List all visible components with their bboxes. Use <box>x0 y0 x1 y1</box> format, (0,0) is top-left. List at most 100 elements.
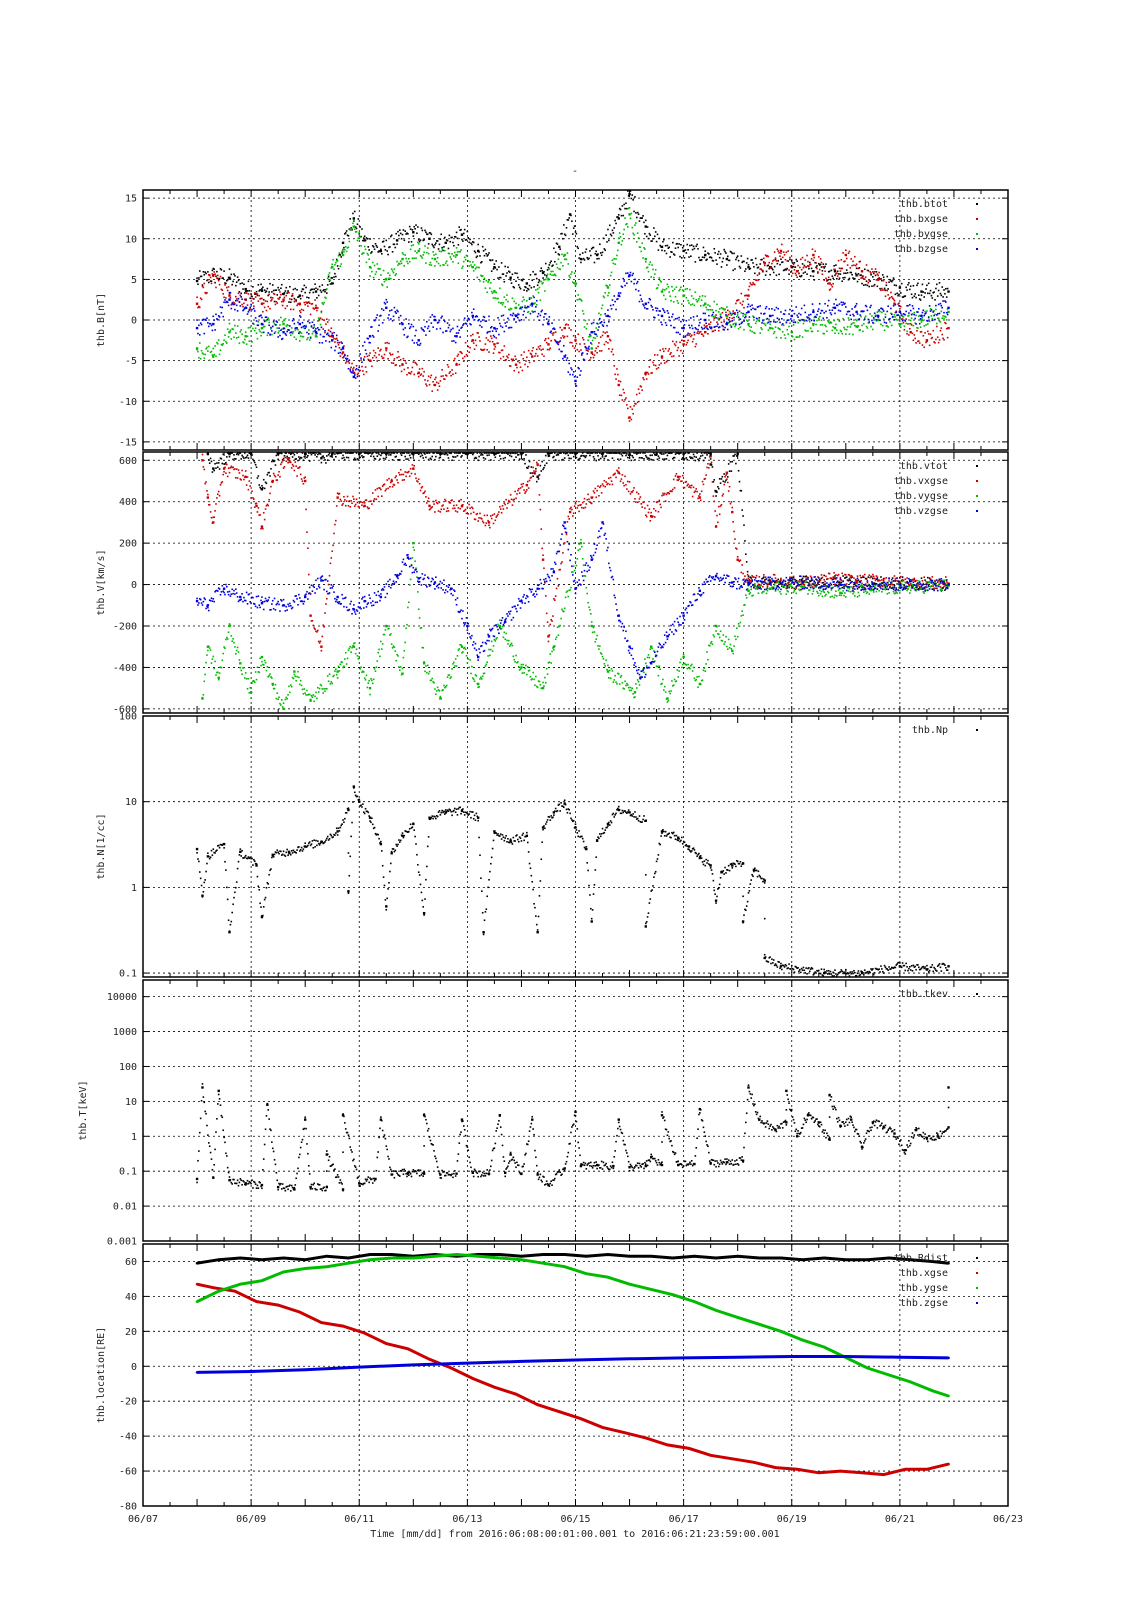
data-point <box>773 581 776 584</box>
data-point <box>931 317 934 320</box>
data-point <box>526 356 528 359</box>
data-point <box>501 452 504 454</box>
data-point <box>536 288 539 290</box>
data-point <box>707 328 709 331</box>
data-point <box>619 380 622 383</box>
data-point <box>376 455 379 457</box>
data-point <box>859 580 862 583</box>
data-point <box>709 327 712 330</box>
data-point <box>440 317 443 319</box>
data-point <box>944 292 946 295</box>
data-point <box>321 455 324 458</box>
data-point <box>260 487 262 490</box>
data-point <box>390 479 393 483</box>
data-point <box>480 261 482 264</box>
data-point <box>824 270 826 273</box>
data-point <box>834 575 836 577</box>
data-point <box>941 333 944 336</box>
data-point <box>388 477 390 480</box>
data-point <box>240 296 243 298</box>
data-point <box>647 237 650 240</box>
data-point <box>882 279 885 282</box>
data-point <box>831 309 834 311</box>
data-point <box>352 495 354 498</box>
data-point <box>344 362 347 364</box>
data-point <box>462 232 465 235</box>
data-point <box>488 351 490 353</box>
data-point <box>336 260 339 262</box>
data-point <box>805 330 807 332</box>
data-point <box>493 336 496 338</box>
data-point <box>823 574 825 577</box>
data-point <box>473 518 476 520</box>
data-point <box>511 273 514 276</box>
data-point <box>672 326 675 329</box>
data-point <box>928 344 931 347</box>
data-point <box>409 457 412 459</box>
data-point <box>607 482 609 485</box>
data-point <box>820 261 823 264</box>
data-point <box>508 365 511 367</box>
data-point <box>626 207 628 210</box>
data-point <box>772 271 775 274</box>
data-point <box>290 331 293 333</box>
data-point <box>643 246 645 249</box>
data-point <box>792 265 795 268</box>
data-point <box>782 586 785 588</box>
data-point <box>637 213 640 216</box>
data-point <box>510 498 513 501</box>
data-point <box>469 346 471 349</box>
data-point <box>558 569 561 571</box>
data-point <box>493 326 496 330</box>
data-point <box>489 526 491 529</box>
data-point <box>917 315 920 317</box>
data-point <box>377 330 379 332</box>
data-point <box>341 252 343 254</box>
data-point <box>666 359 669 362</box>
data-point <box>350 229 352 231</box>
data-point <box>863 322 865 325</box>
data-point <box>804 271 807 273</box>
data-point <box>220 268 223 271</box>
data-point <box>943 311 945 314</box>
data-point <box>820 266 823 268</box>
data-point <box>372 499 375 502</box>
data-point <box>397 459 399 461</box>
data-point <box>649 359 652 361</box>
data-point <box>887 294 889 296</box>
data-point <box>287 290 289 292</box>
data-point <box>876 311 879 313</box>
data-point <box>903 313 906 316</box>
data-point <box>735 322 737 325</box>
data-point <box>255 502 258 505</box>
data-point <box>325 603 327 605</box>
data-point <box>448 252 451 255</box>
data-point <box>396 356 398 359</box>
data-point <box>225 300 228 303</box>
data-point <box>551 332 553 335</box>
data-point <box>362 252 365 254</box>
data-point <box>556 266 559 269</box>
data-point <box>776 262 779 265</box>
data-point <box>708 253 710 255</box>
data-point <box>686 243 689 246</box>
data-point <box>609 476 612 479</box>
data-point <box>309 337 312 339</box>
data-point <box>599 252 602 254</box>
data-point <box>528 479 531 482</box>
data-point <box>636 211 639 214</box>
data-point <box>311 321 314 324</box>
data-point <box>199 322 202 324</box>
data-point <box>790 576 793 579</box>
data-point <box>703 452 706 454</box>
data-point <box>410 452 413 455</box>
data-point <box>263 306 266 309</box>
data-point <box>339 254 342 256</box>
data-point <box>276 294 279 296</box>
data-point <box>425 334 427 336</box>
data-point <box>335 338 337 340</box>
data-point <box>686 341 689 344</box>
data-point <box>896 292 898 295</box>
data-point <box>314 628 316 631</box>
data-point <box>562 224 565 226</box>
